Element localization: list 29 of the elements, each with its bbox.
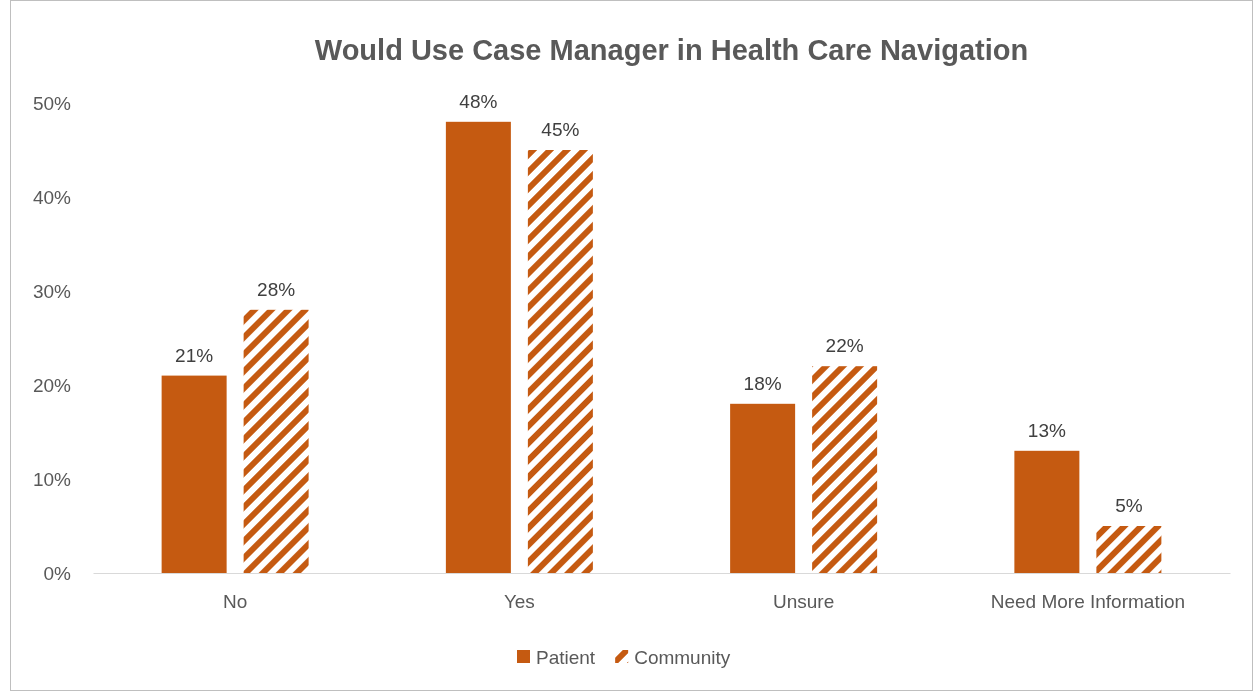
legend-label: Patient (536, 647, 596, 668)
x-tick-label: Unsure (773, 591, 835, 613)
bar (243, 309, 309, 573)
y-tick-label: 50% (32, 92, 72, 114)
bar (730, 403, 796, 573)
bar (1096, 526, 1162, 573)
y-tick-label: 40% (32, 186, 72, 208)
data-label: 21% (175, 344, 214, 366)
bar (1014, 450, 1080, 573)
data-label: 45% (541, 119, 580, 140)
data-label: 22% (825, 335, 864, 357)
data-label: 18% (743, 372, 782, 394)
data-label: 5% (1115, 495, 1143, 516)
data-label: 28% (257, 278, 296, 300)
y-tick-label: 20% (32, 374, 72, 396)
x-tick-label: Yes (503, 591, 535, 613)
chart-title: Would Use Case Manager in Health Care Navigation (314, 34, 1029, 66)
data-label: 48% (459, 90, 498, 112)
legend-label: Community (634, 647, 731, 668)
y-tick-label: 30% (32, 280, 72, 302)
y-tick-label: 10% (32, 468, 72, 490)
bar (445, 121, 511, 573)
y-tick-label: 0% (43, 562, 72, 584)
x-tick-label: Need More Information (990, 591, 1186, 613)
bar (161, 375, 227, 573)
bar (812, 366, 878, 573)
bar (527, 150, 593, 573)
x-tick-label: No (222, 591, 248, 613)
data-label: 13% (1027, 419, 1066, 441)
